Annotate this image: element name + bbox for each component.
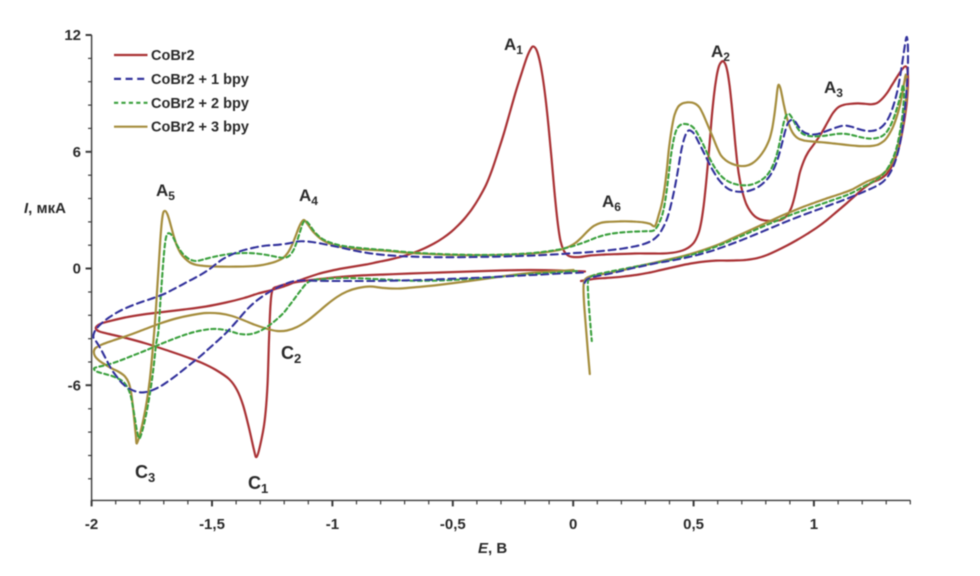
svg-text:-1,5: -1,5 [199,516,225,533]
svg-text:I, мкА: I, мкА [24,200,66,217]
svg-text:E, В: E, В [478,540,507,557]
svg-text:6: 6 [73,144,81,161]
svg-text:-2: -2 [85,516,98,533]
svg-text:CoBr2 + 1 bpy: CoBr2 + 1 bpy [151,72,249,88]
svg-text:CoBr2: CoBr2 [151,48,195,64]
svg-text:-0,5: -0,5 [440,516,466,533]
svg-text:0,5: 0,5 [683,516,704,533]
svg-text:1: 1 [810,516,818,533]
svg-text:0: 0 [73,261,81,278]
svg-text:0: 0 [569,516,577,533]
svg-text:12: 12 [64,27,81,44]
svg-text:CoBr2 + 2 bpy: CoBr2 + 2 bpy [151,96,249,112]
svg-text:-6: -6 [68,377,81,394]
svg-text:CoBr2 + 3 bpy: CoBr2 + 3 bpy [151,120,249,136]
svg-text:-1: -1 [326,516,339,533]
